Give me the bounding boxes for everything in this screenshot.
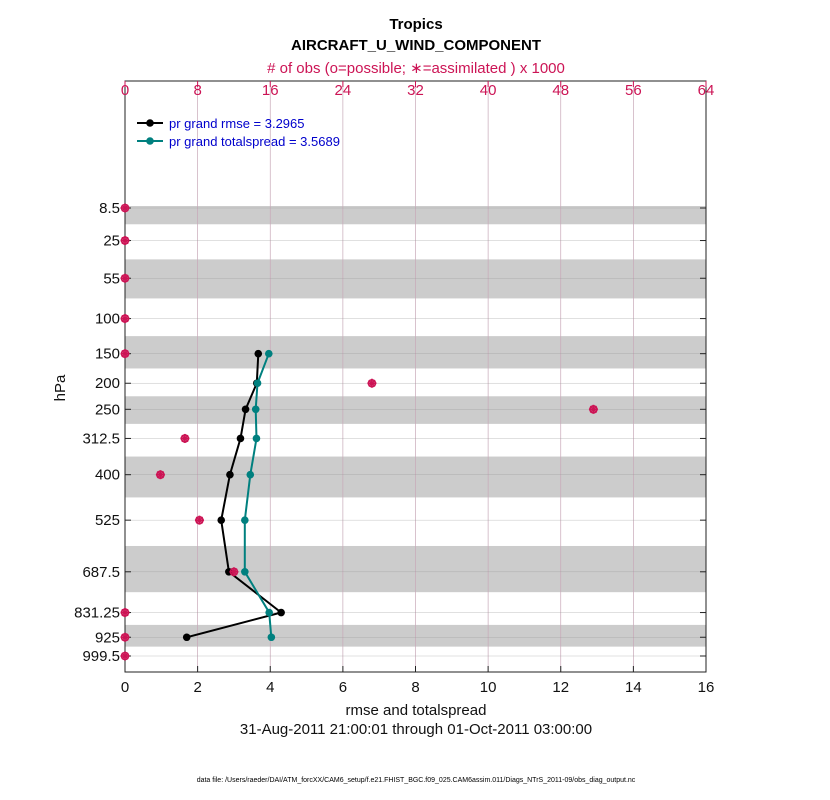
date-range: 31-Aug-2011 21:00:01 through 01-Oct-2011… [240, 721, 592, 738]
top-tick-label: 32 [407, 82, 424, 99]
top-tick-label: 24 [335, 82, 352, 99]
obs-assimilated-marker [120, 632, 130, 642]
y-tick-label: 400 [95, 467, 120, 484]
bottom-x-ticks: 0 2 4 6 8 10 12 14 16 [121, 666, 715, 696]
series-rmse-point [182, 633, 191, 642]
series-totalspread-point [264, 349, 273, 358]
series-rmse-point [254, 349, 263, 358]
series-rmse-point [241, 405, 250, 414]
series-totalspread-point [253, 379, 262, 388]
series-totalspread-point [241, 567, 249, 576]
y-tick-label: 8.5 [99, 200, 120, 217]
y-tick-label: 150 [95, 346, 120, 363]
data-file-footer: data file: /Users/raeder/DAI/ATM_forcXX/… [197, 777, 636, 784]
obs-assimilated-marker [120, 608, 130, 618]
legend-marker [146, 137, 154, 145]
x-tick-label: 0 [121, 679, 129, 696]
x-tick-label: 2 [193, 679, 201, 696]
x-axis-label: rmse and totalspread [346, 702, 487, 719]
obs-markers [120, 203, 598, 661]
obs-assimilated-marker [367, 378, 377, 388]
top-tick-label: 64 [698, 82, 715, 99]
y-tick-label: 831.25 [74, 605, 120, 622]
x-tick-label: 4 [266, 679, 274, 696]
y-tick-label: 525 [95, 512, 120, 529]
obs-assimilated-marker [588, 404, 598, 414]
obs-assimilated-marker [120, 651, 130, 661]
obs-assimilated-marker [180, 433, 190, 443]
y-tick-label: 999.5 [82, 648, 120, 665]
x-tick-label: 16 [698, 679, 715, 696]
obs-assimilated-marker [120, 203, 130, 213]
series-rmse-point [277, 608, 285, 617]
top-tick-label: 0 [121, 82, 129, 99]
y-tick-label: 200 [95, 375, 120, 392]
series-rmse-point [236, 434, 245, 443]
legend-entry-rmse: pr grand rmse = 3.2965 [169, 116, 305, 131]
top-tick-label: 16 [262, 82, 279, 99]
top-tick-label: 40 [480, 82, 497, 99]
series-totalspread-point [246, 470, 255, 479]
chart-subtitle: AIRCRAFT_U_WIND_COMPONENT [291, 37, 541, 54]
y-ticks: 8.5 25 55 100 150 200 250 312.5 400 525 687.5 831.2… [74, 200, 706, 665]
series-totalspread-point [267, 633, 276, 642]
obs-assimilated-marker [120, 314, 130, 324]
y-tick-label: 312.5 [82, 430, 120, 447]
chart-title: Tropics [389, 16, 442, 33]
x-tick-label: 14 [625, 679, 642, 696]
y-tick-label: 25 [103, 233, 120, 250]
top-tick-label: 8 [193, 82, 201, 99]
y-tick-label: 925 [95, 629, 120, 646]
obs-assimilated-marker [120, 236, 130, 246]
y-tick-label: 250 [95, 401, 120, 418]
series-totalspread-point [251, 405, 260, 414]
top-tick-label: 56 [625, 82, 642, 99]
series-totalspread-point [241, 516, 249, 524]
obs-assimilated-marker [229, 567, 239, 577]
series-lines [182, 349, 285, 642]
legend: pr grand rmse = 3.2965 pr grand totalspre… [137, 116, 340, 149]
y-tick-label: 55 [103, 270, 120, 287]
obs-assimilated-marker [120, 349, 130, 359]
series-totalspread-point [265, 608, 273, 617]
legend-entry-totalspread: pr grand totalspread = 3.5689 [169, 134, 340, 149]
y-tick-label: 100 [95, 311, 120, 328]
series-rmse-point [217, 516, 226, 524]
top-x-ticks: 0 8 16 24 32 40 48 56 64 [121, 81, 715, 99]
obs-assimilated-marker [194, 515, 204, 525]
series-totalspread-point [252, 434, 261, 443]
x-tick-label: 8 [411, 679, 419, 696]
x-tick-label: 10 [480, 679, 497, 696]
x-tick-label: 6 [339, 679, 347, 696]
top-tick-label: 48 [552, 82, 569, 99]
y-axis-label: hPa [52, 374, 69, 401]
top-axis-label: # of obs (o=possible; ∗=assimilated ) x … [267, 60, 565, 77]
legend-marker [146, 119, 154, 127]
obs-assimilated-marker [120, 273, 130, 283]
series-rmse-point [226, 470, 234, 479]
y-tick-label: 687.5 [82, 564, 120, 581]
obs-assimilated-marker [155, 470, 165, 480]
x-tick-label: 12 [552, 679, 569, 696]
